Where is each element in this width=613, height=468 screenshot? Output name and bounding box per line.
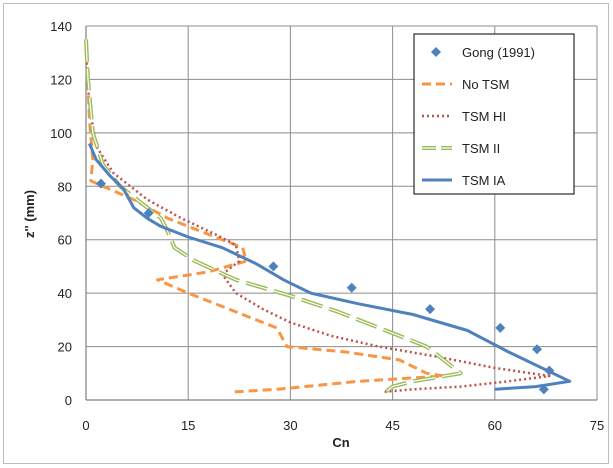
series-line-tsm-hi bbox=[84, 52, 551, 394]
x-tick-label: 15 bbox=[181, 418, 195, 433]
y-axis-title: z'' (mm) bbox=[22, 190, 37, 238]
data-point-gong-1991 bbox=[268, 261, 279, 272]
y-tick-label: 40 bbox=[58, 286, 72, 301]
series-line-no-tsm bbox=[84, 39, 446, 394]
legend-label-no-tsm: No TSM bbox=[462, 77, 509, 92]
data-point-gong-1991 bbox=[95, 178, 106, 189]
x-tick-label: 45 bbox=[385, 418, 399, 433]
data-point-gong-1991 bbox=[346, 282, 357, 293]
series-line-core-tsm-ii bbox=[85, 39, 463, 393]
data-point-gong-1991 bbox=[538, 384, 549, 395]
series-line-tsm-ia bbox=[88, 142, 572, 391]
y-tick-label: 140 bbox=[50, 19, 72, 34]
y-tick-label: 80 bbox=[58, 179, 72, 194]
data-point-gong-1991 bbox=[495, 322, 506, 333]
legend-label-tsm-ii: TSM II bbox=[462, 141, 500, 156]
x-axis-title: Cn bbox=[332, 435, 349, 450]
x-tick-label: 75 bbox=[590, 418, 604, 433]
y-tick-label: 100 bbox=[50, 126, 72, 141]
legend: Gong (1991) No TSM TSM HI TSM II TSM IA bbox=[413, 33, 575, 195]
data-point-gong-1991 bbox=[532, 344, 543, 355]
y-tick-label: 60 bbox=[58, 233, 72, 248]
x-tick-label: 30 bbox=[283, 418, 297, 433]
y-tick-label: 0 bbox=[65, 393, 72, 408]
y-tick-label: 120 bbox=[50, 72, 72, 87]
legend-box bbox=[413, 33, 575, 195]
legend-label-gong-1991: Gong (1991) bbox=[462, 45, 535, 60]
series-layer bbox=[84, 39, 572, 395]
x-tick-label: 0 bbox=[82, 418, 89, 433]
data-point-gong-1991 bbox=[143, 208, 154, 218]
legend-label-tsm-ia: TSM IA bbox=[462, 173, 506, 188]
legend-label-tsm-hi: TSM HI bbox=[462, 109, 506, 124]
tick-layer: 0 20 40 60 80 100 120 140 0 15 30 45 60 75 bbox=[50, 19, 604, 433]
x-tick-label: 60 bbox=[488, 418, 502, 433]
y-tick-label: 20 bbox=[58, 340, 72, 355]
data-point-gong-1991 bbox=[544, 365, 555, 376]
legend-marker-gong-1991 bbox=[431, 47, 441, 57]
data-point-gong-1991 bbox=[425, 304, 436, 315]
